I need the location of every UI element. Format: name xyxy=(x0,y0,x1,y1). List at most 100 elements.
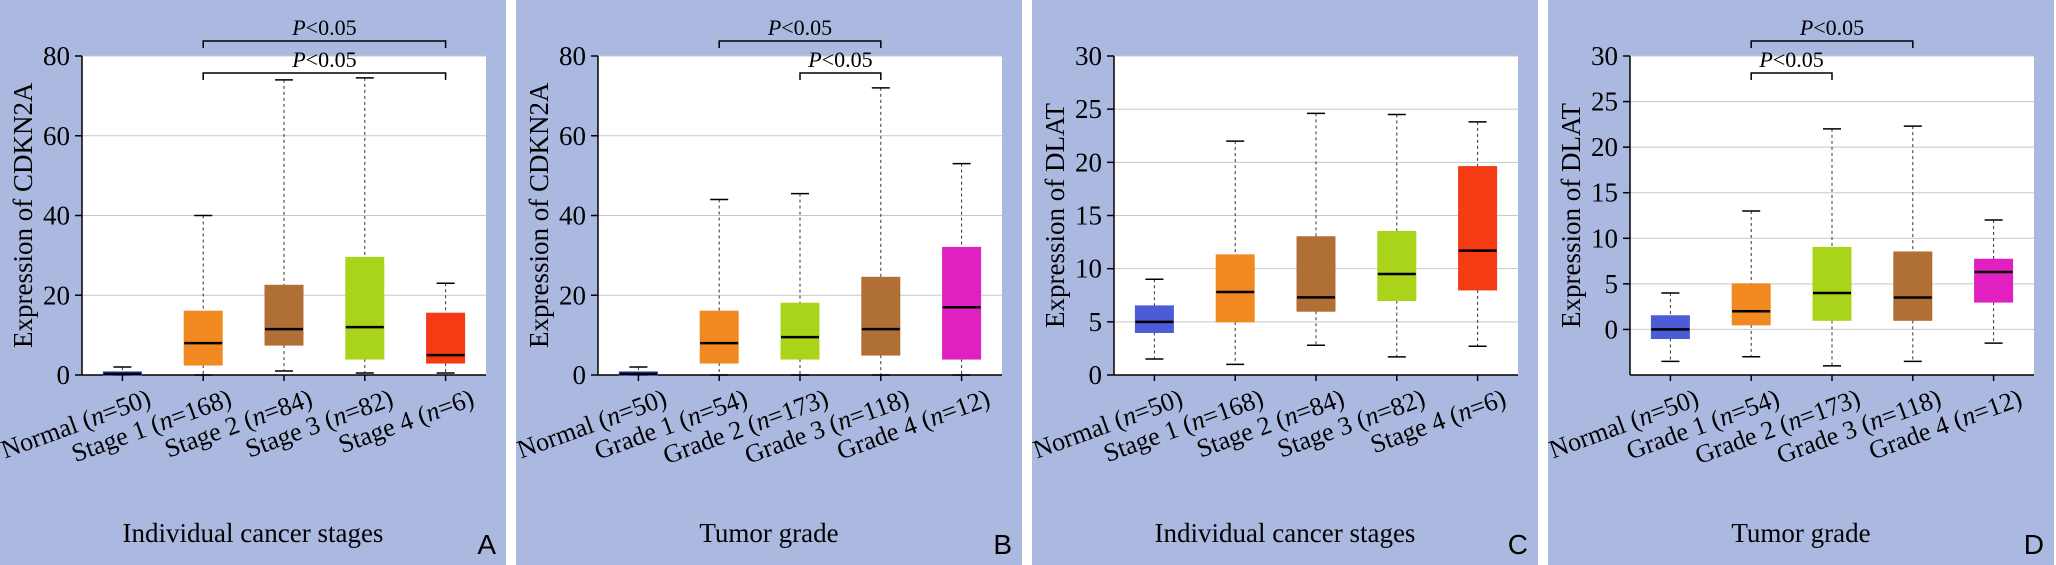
x-axis-title: Tumor grade xyxy=(1731,518,1871,548)
box-2 xyxy=(699,198,739,381)
box-iqr xyxy=(183,310,223,366)
box-3 xyxy=(1812,128,1852,381)
box-4 xyxy=(345,77,385,381)
box-iqr xyxy=(345,256,385,360)
box-iqr xyxy=(699,310,739,364)
bracket-line xyxy=(202,72,447,80)
bracket-line xyxy=(1750,72,1833,80)
bracket-line xyxy=(799,72,882,80)
p-value-label: P<0.05 xyxy=(1758,47,1823,72)
box-4 xyxy=(1893,125,1933,381)
box-5 xyxy=(1458,121,1498,381)
y-axis-title: Expression of DLAT xyxy=(1556,103,1586,328)
panel-c: 0 5 10 15 20 25 30 Normal (n=50) Stage 1 (n=168)… xyxy=(1032,0,1538,565)
box-iqr xyxy=(1974,258,2014,303)
significance-bracket: P<0.05 xyxy=(799,47,882,80)
y-tick-label: 20 xyxy=(1591,132,1618,162)
box-iqr xyxy=(1215,254,1255,323)
significance-bracket: P<0.05 xyxy=(718,15,882,48)
box-2 xyxy=(1215,140,1255,381)
y-tick-label: 5 xyxy=(1089,307,1103,337)
box-1 xyxy=(102,366,142,381)
y-tick-label: 30 xyxy=(1075,41,1102,71)
y-tick-label: 60 xyxy=(43,121,70,151)
box-iqr xyxy=(1893,251,1933,321)
box-5 xyxy=(942,162,982,381)
y-axis-title: Expression of CDKN2A xyxy=(524,82,554,348)
box-iqr xyxy=(1377,230,1417,302)
box-iqr xyxy=(264,284,304,346)
box-iqr xyxy=(942,246,982,360)
y-tick-label: 60 xyxy=(559,121,586,151)
y-tick-label: 20 xyxy=(43,280,70,310)
box-iqr xyxy=(1134,305,1174,333)
significance-bracket: P<0.05 xyxy=(202,47,447,80)
box-5 xyxy=(1974,219,2014,381)
y-tick-label: 25 xyxy=(1591,87,1618,117)
box-iqr xyxy=(780,302,820,360)
p-value-label: P<0.05 xyxy=(291,15,356,40)
significance-bracket: P<0.05 xyxy=(1750,47,1833,80)
p-value-label: P<0.05 xyxy=(291,47,356,72)
box-1 xyxy=(1650,292,1690,381)
bracket-line xyxy=(1750,40,1914,48)
significance-bracket: P<0.05 xyxy=(1750,15,1914,48)
panel-letter: C xyxy=(1507,529,1528,560)
box-iqr xyxy=(1812,246,1852,321)
y-tick-label: 15 xyxy=(1075,201,1102,231)
panel-letter: D xyxy=(2023,529,2044,560)
box-3 xyxy=(1296,112,1336,381)
box-iqr xyxy=(1731,283,1771,326)
y-axis-title: Expression of DLAT xyxy=(1040,103,1070,328)
box-2 xyxy=(1731,210,1771,381)
box-3 xyxy=(264,79,304,381)
box-1 xyxy=(618,366,658,381)
panel-b: 0 20 40 60 80 Normal (n=50) Grade 1 (n=54) Grad… xyxy=(516,0,1022,565)
bracket-line xyxy=(718,40,882,48)
y-tick-label: 0 xyxy=(1605,314,1619,344)
y-tick-label: 0 xyxy=(1089,360,1103,390)
box-iqr xyxy=(1650,315,1690,340)
y-tick-label: 15 xyxy=(1591,178,1618,208)
box-4 xyxy=(861,87,901,381)
box-iqr xyxy=(1296,236,1336,312)
panel-a: 0 20 40 60 80 Normal (n=50) Stage 1 (n=168) Sta… xyxy=(0,0,506,565)
y-tick-label: 80 xyxy=(559,41,586,71)
bracket-line xyxy=(202,40,447,48)
box-2 xyxy=(183,214,223,381)
box-5 xyxy=(426,282,466,381)
x-axis-title: Individual cancer stages xyxy=(1154,518,1416,548)
p-value-label: P<0.05 xyxy=(767,15,832,40)
y-axis-title: Expression of CDKN2A xyxy=(8,82,38,348)
y-tick-label: 30 xyxy=(1591,41,1618,71)
significance-bracket: P<0.05 xyxy=(202,15,447,48)
panel-d: 0 5 10 15 20 25 30 Normal (n=50) Grade 1 (n=54) G… xyxy=(1548,0,2054,565)
x-axis-title: Individual cancer stages xyxy=(122,518,384,548)
y-tick-label: 10 xyxy=(1075,254,1102,284)
box-iqr xyxy=(861,276,901,356)
y-tick-label: 80 xyxy=(43,41,70,71)
y-tick-label: 40 xyxy=(43,201,70,231)
p-value-label: P<0.05 xyxy=(1799,15,1864,40)
box-1 xyxy=(1134,278,1174,381)
box-4 xyxy=(1377,113,1417,381)
p-value-label: P<0.05 xyxy=(807,47,872,72)
panel-letter: A xyxy=(477,529,496,560)
y-tick-label: 25 xyxy=(1075,94,1102,124)
y-tick-label: 20 xyxy=(559,280,586,310)
box-3 xyxy=(780,192,820,381)
y-tick-label: 0 xyxy=(573,360,587,390)
y-tick-label: 5 xyxy=(1605,269,1619,299)
y-tick-label: 0 xyxy=(57,360,71,390)
y-tick-label: 40 xyxy=(559,201,586,231)
y-tick-label: 20 xyxy=(1075,147,1102,177)
y-tick-label: 10 xyxy=(1591,223,1618,253)
x-axis-title: Tumor grade xyxy=(699,518,839,548)
box-iqr xyxy=(1458,166,1498,291)
panel-letter: B xyxy=(993,529,1012,560)
